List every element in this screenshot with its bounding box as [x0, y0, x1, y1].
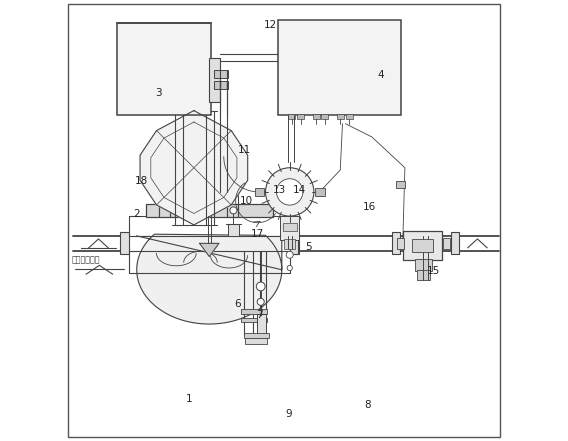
Bar: [290, 232, 298, 254]
Bar: [415, 259, 432, 271]
Text: 9: 9: [285, 409, 292, 419]
Bar: [345, 114, 353, 120]
Text: 15: 15: [427, 266, 440, 276]
Circle shape: [287, 265, 293, 271]
Bar: [245, 338, 268, 344]
Text: 10: 10: [240, 196, 253, 206]
Bar: [228, 224, 239, 236]
Bar: [290, 232, 299, 254]
Bar: [284, 239, 295, 249]
Bar: [120, 232, 130, 254]
Text: 14: 14: [293, 185, 306, 195]
Text: 16: 16: [363, 202, 377, 212]
Bar: [397, 238, 404, 249]
Bar: [280, 216, 299, 240]
Bar: [209, 58, 220, 102]
Polygon shape: [140, 111, 248, 225]
Text: 13: 13: [273, 185, 286, 195]
Circle shape: [256, 282, 265, 291]
Bar: [412, 239, 433, 252]
Bar: [392, 232, 400, 254]
Bar: [312, 114, 320, 120]
Text: 18: 18: [135, 176, 148, 186]
Bar: [254, 187, 264, 196]
Bar: [297, 114, 304, 120]
Bar: [257, 314, 266, 335]
Bar: [289, 114, 295, 120]
Bar: [315, 187, 325, 196]
Polygon shape: [199, 243, 219, 257]
Circle shape: [257, 298, 264, 305]
Polygon shape: [137, 234, 282, 324]
Bar: [241, 309, 268, 314]
Bar: [321, 114, 328, 120]
Bar: [337, 114, 344, 120]
Bar: [214, 70, 228, 78]
Bar: [244, 333, 269, 338]
Bar: [283, 223, 296, 232]
Text: 12: 12: [264, 20, 277, 30]
Bar: [451, 232, 459, 254]
Text: 4: 4: [377, 71, 384, 80]
Text: 5: 5: [305, 242, 311, 252]
Text: 17: 17: [251, 229, 264, 239]
Circle shape: [230, 207, 237, 214]
Text: 2: 2: [133, 209, 140, 219]
Bar: [417, 270, 430, 280]
Bar: [117, 22, 211, 115]
Bar: [145, 204, 273, 217]
Text: 3: 3: [156, 88, 162, 98]
Bar: [241, 318, 268, 322]
Bar: [278, 20, 402, 115]
Bar: [396, 181, 405, 187]
Text: 1: 1: [186, 393, 193, 404]
Text: 6: 6: [235, 299, 241, 309]
Bar: [403, 232, 442, 260]
Text: 7: 7: [257, 310, 263, 320]
Text: 11: 11: [238, 145, 251, 155]
Text: 管道水流方向: 管道水流方向: [72, 256, 101, 265]
Bar: [443, 238, 450, 249]
Circle shape: [286, 251, 293, 258]
Circle shape: [265, 168, 314, 216]
Bar: [214, 81, 228, 89]
Circle shape: [277, 179, 303, 205]
Text: 8: 8: [364, 400, 371, 410]
